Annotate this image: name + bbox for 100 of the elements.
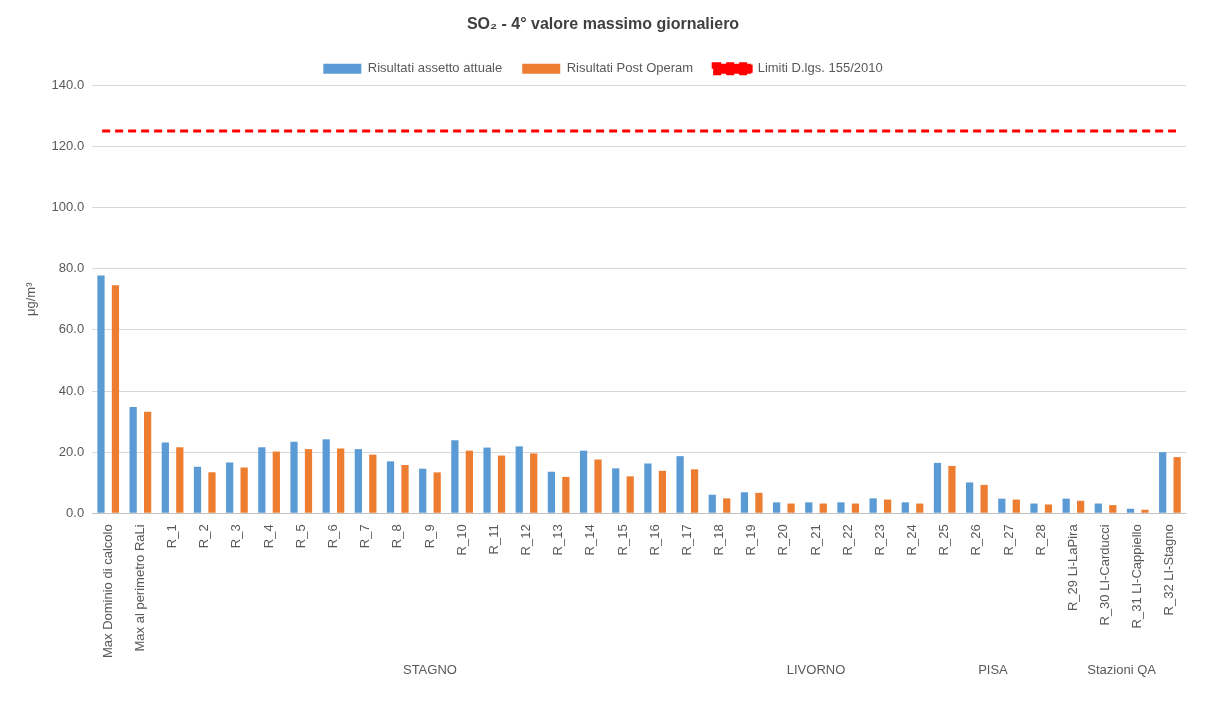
- x-tick-label: R_27: [1000, 524, 1016, 556]
- bar: [451, 440, 459, 513]
- bar: [1141, 509, 1149, 513]
- bar: [594, 459, 602, 513]
- x-tick-label: R_13: [550, 524, 566, 556]
- x-tick-label: R_25: [936, 524, 952, 556]
- x-tick-label: R_18: [711, 524, 727, 556]
- x-tick-label: R_29 Li-LaPira: [1064, 523, 1080, 612]
- text: LIVORNO: [786, 661, 846, 677]
- legend-label: Limiti D.lgs. 155/2010: [757, 60, 883, 76]
- text: Stazioni QA: [1087, 661, 1157, 677]
- bar: [97, 275, 105, 513]
- bar: [740, 492, 749, 513]
- bar: [562, 476, 570, 513]
- legend-label: Risultati Post Operam: [566, 60, 694, 76]
- bar: [1173, 457, 1181, 513]
- x-tick-label: R_30 LI-Carducci: [1097, 524, 1113, 626]
- y-tick-label: 80.0: [58, 260, 85, 276]
- bar: [1044, 504, 1053, 513]
- x-tick-label: R_22: [839, 524, 855, 556]
- x-tick-label: Max Dominio di calcolo: [99, 524, 115, 659]
- x-tick-label: R_2: [196, 524, 212, 549]
- bar: [1109, 505, 1117, 513]
- x-tick-label: R_21: [807, 524, 823, 556]
- x-tick-label: R_20: [775, 524, 791, 556]
- bar: [837, 502, 845, 513]
- bar: [530, 453, 538, 513]
- x-tick-label: R_17: [678, 524, 694, 556]
- bar: [1159, 452, 1167, 513]
- text: PISA: [978, 661, 1009, 677]
- bar: [869, 498, 877, 513]
- bar: [1062, 498, 1070, 513]
- bar: [433, 472, 441, 513]
- bar: [240, 467, 248, 513]
- bar: [1030, 503, 1038, 513]
- bar: [998, 498, 1006, 513]
- bar: [772, 502, 781, 513]
- bar: [354, 449, 362, 513]
- bar: [851, 503, 860, 513]
- x-tick-label: R_19: [743, 524, 759, 556]
- bar: [579, 450, 588, 513]
- bar: [144, 411, 152, 513]
- bar: [272, 451, 280, 513]
- legend-label: Risultati assetto attuale: [367, 60, 503, 76]
- x-tick-label: R_31 LI-Cappiello: [1129, 524, 1145, 629]
- x-tick-label: R_28: [1032, 524, 1048, 556]
- y-tick-label: 140.0: [51, 76, 85, 92]
- bar: [690, 469, 699, 513]
- x-tick-label: R_26: [968, 524, 984, 556]
- x-tick-label: R_7: [357, 524, 373, 549]
- bar: [337, 448, 345, 513]
- bar: [819, 503, 827, 513]
- text: STAGNO: [402, 661, 457, 677]
- x-tick-label: R_14: [582, 524, 598, 556]
- bar: [980, 484, 988, 513]
- y-tick-label: 20.0: [58, 443, 85, 459]
- chart-title: SO₂ - 4° valore massimo giornaliero: [466, 15, 740, 33]
- bar: [916, 503, 924, 513]
- bar: [723, 498, 731, 513]
- x-tick-label: R_6: [325, 524, 340, 549]
- bar: [419, 468, 427, 513]
- x-tick-label: Max al perimetro RaLi: [131, 524, 147, 652]
- bar: [386, 461, 395, 513]
- bar: [933, 462, 942, 513]
- x-tick-label: R_10: [453, 524, 469, 556]
- bar: [1126, 508, 1135, 513]
- bar: [755, 492, 763, 513]
- bar: [626, 476, 634, 513]
- bar: [193, 466, 202, 513]
- x-tick-label: R_4: [260, 524, 276, 549]
- y-tick-label: 100.0: [51, 199, 85, 215]
- bar: [644, 463, 652, 513]
- bar: [883, 499, 892, 513]
- y-tick-label: 0.0: [66, 504, 85, 520]
- bar: [1094, 503, 1102, 513]
- x-tick-label: R_9: [421, 524, 437, 549]
- bar: [612, 468, 620, 513]
- x-tick-label: R_12: [518, 524, 534, 556]
- x-tick-label: R_11: [485, 524, 501, 555]
- bar: [497, 455, 506, 513]
- y-tick-label: 120.0: [51, 137, 85, 153]
- bar: [401, 465, 409, 513]
- x-tick-label: R_16: [646, 524, 662, 556]
- bar: [805, 502, 813, 513]
- bar: [465, 450, 473, 513]
- x-tick-label: R_24: [904, 524, 920, 556]
- x-tick-label: R_32 LI-Stagno: [1161, 524, 1177, 616]
- y-tick-label: 60.0: [58, 321, 85, 337]
- bar: [161, 442, 169, 513]
- bar: [708, 494, 716, 513]
- bar: [304, 449, 313, 513]
- y-tick-label: 40.0: [58, 382, 85, 398]
- x-tick-label: R_1: [164, 524, 180, 549]
- x-tick-label: R_15: [614, 524, 630, 556]
- bar: [483, 447, 491, 513]
- bar: [515, 446, 523, 513]
- bar: [369, 454, 377, 513]
- x-tick-label: R_5: [292, 524, 308, 549]
- bar: [658, 470, 667, 513]
- bar: [1012, 499, 1020, 513]
